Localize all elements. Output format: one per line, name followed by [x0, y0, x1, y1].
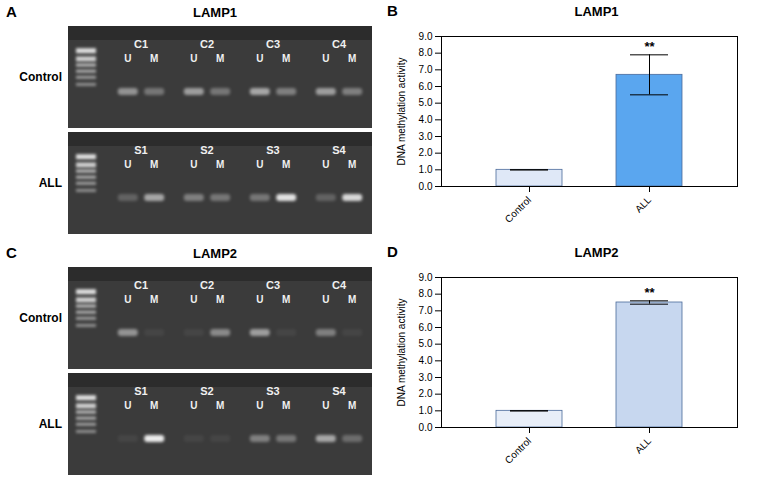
svg-text:C3: C3	[266, 279, 280, 291]
svg-text:1.0: 1.0	[419, 164, 433, 175]
svg-text:U: U	[256, 400, 263, 411]
svg-text:M: M	[150, 400, 158, 411]
svg-text:5.0: 5.0	[419, 97, 433, 108]
svg-text:M: M	[282, 400, 290, 411]
svg-text:M: M	[150, 53, 158, 64]
svg-text:U: U	[322, 294, 329, 305]
svg-text:C: C	[6, 244, 17, 261]
svg-text:C2: C2	[200, 38, 214, 50]
svg-text:3.0: 3.0	[419, 131, 433, 142]
svg-text:4.0: 4.0	[419, 114, 433, 125]
svg-text:6.0: 6.0	[419, 322, 433, 333]
svg-text:8.0: 8.0	[419, 47, 433, 58]
svg-text:0.0: 0.0	[419, 181, 433, 192]
svg-text:S2: S2	[200, 144, 213, 156]
svg-text:U: U	[256, 159, 263, 170]
svg-text:DNA methylation activity: DNA methylation activity	[396, 299, 407, 407]
svg-text:S4: S4	[332, 385, 346, 397]
svg-text:S4: S4	[332, 144, 346, 156]
svg-text:U: U	[124, 400, 131, 411]
svg-text:9.0: 9.0	[419, 272, 433, 283]
svg-text:M: M	[216, 294, 224, 305]
svg-text:U: U	[256, 53, 263, 64]
svg-text:U: U	[190, 294, 197, 305]
svg-text:2.0: 2.0	[419, 147, 433, 158]
svg-text:M: M	[282, 294, 290, 305]
html-text:LAMP2: LAMP2	[574, 245, 619, 260]
svg-text:M: M	[216, 53, 224, 64]
svg-text:M: M	[348, 400, 356, 411]
svg-text:4.0: 4.0	[419, 355, 433, 366]
svg-text:ALL: ALL	[39, 417, 62, 431]
svg-text:C1: C1	[134, 279, 148, 291]
html-text:LAMP1: LAMP1	[574, 4, 619, 19]
svg-text:0.0: 0.0	[419, 422, 433, 433]
svg-text:**: **	[644, 285, 655, 300]
svg-text:A: A	[6, 3, 17, 20]
svg-text:Control: Control	[19, 311, 62, 325]
svg-text:M: M	[348, 294, 356, 305]
svg-text:U: U	[190, 400, 197, 411]
svg-text:C2: C2	[200, 279, 214, 291]
svg-text:S1: S1	[134, 385, 147, 397]
svg-text:M: M	[216, 400, 224, 411]
svg-text:3.0: 3.0	[419, 372, 433, 383]
html-text:D: D	[387, 243, 398, 260]
svg-text:C3: C3	[266, 38, 280, 50]
svg-text:7.0: 7.0	[419, 64, 433, 75]
svg-text:U: U	[190, 53, 197, 64]
svg-text:LAMP1: LAMP1	[193, 5, 237, 20]
svg-text:5.0: 5.0	[419, 338, 433, 349]
svg-text:**: **	[644, 39, 655, 54]
svg-text:7.0: 7.0	[419, 305, 433, 316]
svg-text:M: M	[282, 53, 290, 64]
svg-text:Control: Control	[19, 70, 62, 84]
svg-text:S3: S3	[266, 144, 279, 156]
svg-text:M: M	[282, 159, 290, 170]
svg-text:U: U	[124, 53, 131, 64]
svg-text:U: U	[256, 294, 263, 305]
svg-text:U: U	[124, 294, 131, 305]
svg-text:S1: S1	[134, 144, 147, 156]
svg-text:M: M	[150, 159, 158, 170]
svg-text:S3: S3	[266, 385, 279, 397]
svg-text:6.0: 6.0	[419, 81, 433, 92]
svg-text:U: U	[322, 53, 329, 64]
svg-text:Control: Control	[503, 194, 534, 225]
svg-text:2.0: 2.0	[419, 388, 433, 399]
html-text:B: B	[387, 2, 398, 19]
svg-text:U: U	[124, 159, 131, 170]
svg-text:DNA methylation activity: DNA methylation activity	[396, 58, 407, 166]
svg-text:ALL: ALL	[39, 176, 62, 190]
svg-text:M: M	[348, 159, 356, 170]
svg-text:1.0: 1.0	[419, 405, 433, 416]
svg-text:8.0: 8.0	[419, 288, 433, 299]
svg-text:M: M	[150, 294, 158, 305]
svg-text:C1: C1	[134, 38, 148, 50]
svg-text:9.0: 9.0	[419, 31, 433, 42]
svg-text:S2: S2	[200, 385, 213, 397]
svg-text:M: M	[216, 159, 224, 170]
svg-text:Control: Control	[503, 435, 534, 466]
svg-text:U: U	[322, 400, 329, 411]
svg-text:U: U	[322, 159, 329, 170]
svg-text:M: M	[348, 53, 356, 64]
svg-text:ALL: ALL	[633, 435, 654, 456]
svg-text:C4: C4	[332, 279, 347, 291]
svg-text:U: U	[190, 159, 197, 170]
svg-text:ALL: ALL	[633, 194, 654, 215]
svg-text:LAMP2: LAMP2	[193, 246, 237, 261]
svg-text:C4: C4	[332, 38, 347, 50]
